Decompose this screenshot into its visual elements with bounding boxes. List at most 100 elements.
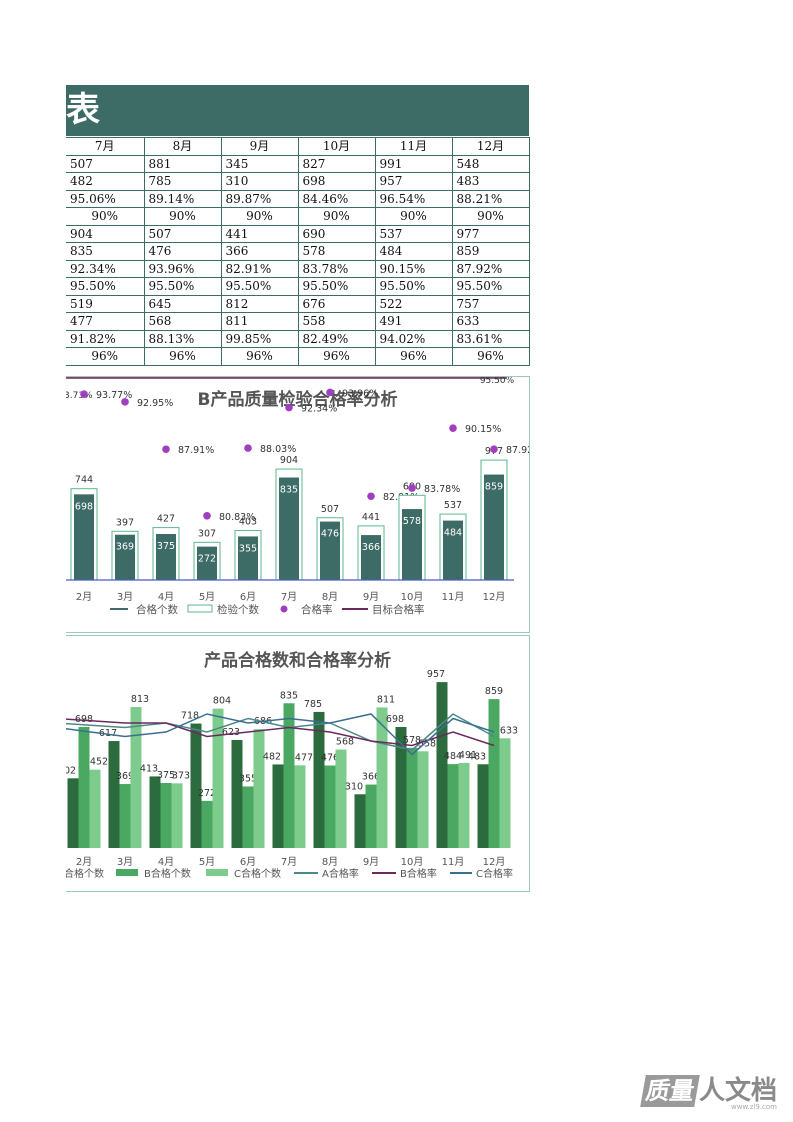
rate-label-left: 3.73%: [66, 391, 93, 401]
pass-label: 578: [403, 516, 421, 527]
bar-label: 373: [172, 770, 190, 781]
table-header-row: 7月 8月 9月 10月 11月 12月: [66, 137, 530, 156]
table-cell: 881: [143, 154, 222, 173]
bar-2: [376, 707, 388, 848]
x-tick: 6月: [240, 591, 256, 603]
legend-swatch-inspect: [187, 604, 213, 613]
chart1-title: B产品质量检验合格率分析: [197, 390, 398, 410]
rate-point: [326, 388, 334, 397]
bar-label: 402: [66, 765, 76, 776]
bar-label: 578: [403, 735, 421, 746]
rate-label: 80.83%: [219, 512, 255, 523]
table-row: 91.82% 88.13% 99.85% 82.49% 94.02% 83.61%: [66, 329, 530, 348]
table-cell: 548: [451, 154, 530, 173]
bar-1: [365, 784, 377, 848]
sheet-title: 表: [66, 90, 100, 130]
bar-1: [283, 703, 295, 848]
bar-label: 477: [295, 752, 313, 763]
table-cell: 87.92%: [451, 259, 530, 278]
table-cell: 95.06%: [66, 189, 145, 208]
table-cell: 12月: [451, 137, 530, 156]
bar-1: [406, 747, 418, 848]
bar-label: 476: [321, 752, 339, 763]
table-row: 904 507 441 690 537 977: [66, 224, 530, 243]
bar-2: [417, 751, 429, 848]
bar-label: 633: [500, 725, 518, 736]
table-row: 482 785 310 698 957 483: [66, 172, 530, 191]
bar-label: 491: [459, 750, 477, 761]
chart-b-quality: B产品质量检验合格率分析 95.50% 3.73% 744 698 93.77% 2月 39…: [66, 376, 530, 633]
legend-rate: 合格率: [301, 603, 333, 616]
table-cell: 957: [374, 172, 453, 191]
bar-2: [171, 783, 183, 848]
chart2-plot: 4026984522月6173698133月4133753734月7182728…: [66, 669, 518, 880]
table-cell: 8月: [143, 137, 222, 156]
rate-label: 88.03%: [260, 444, 296, 455]
table-cell: 645: [143, 294, 222, 313]
pass-bar: [115, 534, 135, 580]
watermark-logo: 质量人文档 www.zl9.com: [640, 1075, 777, 1111]
x-tick: 3月: [117, 856, 133, 868]
rate-point: [367, 492, 375, 501]
bar-1: [160, 783, 172, 848]
pass-label: 355: [239, 543, 257, 554]
x-tick: 10月: [401, 591, 424, 603]
x-tick: 2月: [76, 591, 92, 603]
bar-0: [67, 778, 79, 848]
bar-label: 568: [336, 737, 354, 748]
pass-label: 835: [280, 485, 298, 496]
table-cell: 9月: [220, 137, 299, 156]
pass-label: 375: [157, 541, 175, 552]
table-cell: 785: [143, 172, 222, 191]
bar-label: 375: [157, 770, 175, 781]
table-cell: 95.50%: [451, 277, 530, 296]
rate-label: 92.95%: [137, 398, 173, 409]
x-tick: 11月: [442, 856, 465, 868]
bar-0: [108, 741, 120, 848]
table-row: 95.50% 95.50% 95.50% 95.50% 95.50% 95.50%: [66, 277, 530, 296]
table-cell: 537: [374, 224, 453, 243]
inspect-label: 537: [444, 500, 462, 511]
pass-bar: [156, 533, 176, 580]
table-row: 519 645 812 676 522 757: [66, 294, 530, 313]
x-tick: 12月: [483, 856, 506, 868]
bar-label: 698: [386, 714, 404, 725]
legend-rate-b: B合格率: [400, 867, 437, 880]
bar-label: 558: [418, 738, 436, 749]
chart1-plot: 95.50% 3.73% 744 698 93.77% 2月 397 369 92.95% 3月 4…: [66, 377, 529, 616]
pass-label: 366: [362, 542, 380, 553]
bar-label: 369: [116, 771, 134, 782]
bar-0: [354, 794, 366, 848]
table-cell: 82.49%: [297, 329, 376, 348]
table-row: 96% 96% 96% 96% 96% 96%: [66, 347, 530, 366]
table-cell: 96.54%: [374, 189, 453, 208]
table-cell: 82.91%: [220, 259, 299, 278]
inspect-label: 744: [75, 475, 93, 486]
rate-label: 87.92%: [506, 445, 529, 456]
table-cell: 88.13%: [143, 329, 222, 348]
table-cell: 366: [220, 242, 299, 261]
bar-label: 482: [263, 751, 281, 762]
table-cell: 95.50%: [220, 277, 299, 296]
bar-label: 452: [90, 757, 108, 768]
legend-target: 目标合格率: [372, 603, 425, 616]
bar-label: 355: [239, 773, 257, 784]
bar-0: [477, 764, 489, 848]
table-cell: 89.87%: [220, 189, 299, 208]
bar-label: 813: [131, 694, 149, 705]
table-cell: 477: [66, 312, 145, 331]
bar-0: [190, 723, 202, 848]
table-cell: 827: [297, 154, 376, 173]
table-cell: 676: [297, 294, 376, 313]
table-cell: 99.85%: [220, 329, 299, 348]
pass-label: 476: [321, 529, 339, 540]
table-cell: 91.82%: [66, 329, 145, 348]
table-cell: 835: [66, 242, 145, 261]
bar-label: 718: [181, 711, 199, 722]
bar-2: [130, 707, 142, 848]
bar-label: 785: [304, 699, 322, 710]
bar-label: 698: [75, 714, 93, 725]
bar-2: [499, 738, 511, 848]
pass-bar: [361, 535, 381, 580]
bar-label: 835: [280, 690, 298, 701]
